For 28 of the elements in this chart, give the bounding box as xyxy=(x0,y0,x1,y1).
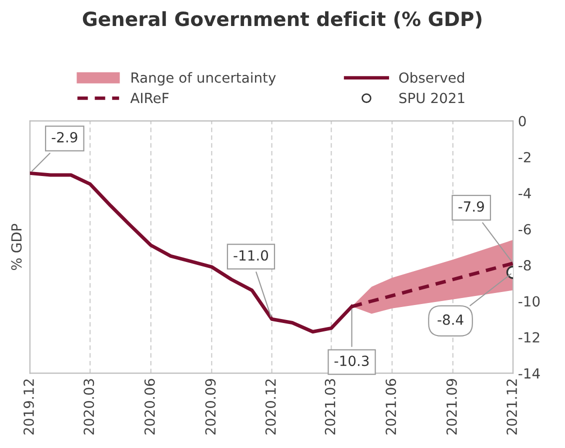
x-tick-label: 2021.03 xyxy=(324,379,336,434)
chart-title: General Government deficit (% GDP) xyxy=(82,11,482,29)
legend-label: AIReF xyxy=(130,92,169,104)
x-tick-label: 2020.06 xyxy=(144,378,155,434)
y-tick-label: -10 xyxy=(518,296,540,307)
legend-label: SPU 2021 xyxy=(399,92,464,104)
annotation: -8.4 xyxy=(438,314,464,325)
x-tick-label: 2021.12 xyxy=(506,379,518,434)
y-axis-title: % GDP xyxy=(11,224,22,270)
annotation: -10.3 xyxy=(334,356,369,366)
y-tick-label: -14 xyxy=(518,368,540,378)
legend-label: Range of uncertainty xyxy=(132,72,276,86)
y-tick-label: -4 xyxy=(518,188,531,198)
annotation: -11.0 xyxy=(234,250,268,261)
y-tick-label: -8 xyxy=(518,260,531,271)
y-tick-label: 0 xyxy=(518,116,526,126)
legend-label: Observed xyxy=(399,72,464,83)
x-tick-label: 2019.12 xyxy=(23,379,34,434)
annotation: -7.9 xyxy=(458,201,484,212)
x-tick-label: 2020.03 xyxy=(84,379,94,434)
y-tick-label: -6 xyxy=(518,224,531,235)
x-tick-label: 2021.09 xyxy=(446,379,457,434)
y-tick-label: -2 xyxy=(518,152,530,162)
annotation: -2.9 xyxy=(52,132,78,143)
y-tick-label: -12 xyxy=(518,332,540,342)
x-tick-label: 2021.06 xyxy=(386,378,396,434)
x-tick-label: 2020.12 xyxy=(265,379,276,434)
x-tick-label: 2020.09 xyxy=(205,379,216,434)
